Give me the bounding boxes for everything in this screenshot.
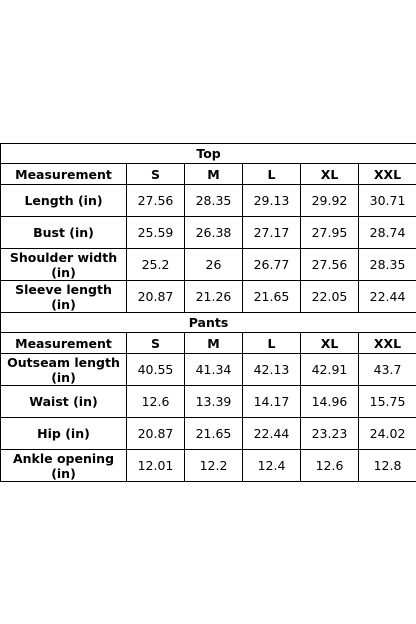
value-cell: 41.34 bbox=[184, 353, 243, 386]
value-cell: 42.13 bbox=[242, 353, 301, 386]
value-cell: 27.17 bbox=[242, 216, 301, 249]
value-cell: 23.23 bbox=[300, 417, 359, 450]
value-cell: 29.13 bbox=[242, 184, 301, 217]
value-cell: 29.92 bbox=[300, 184, 359, 217]
header-row: Measurement S M L XL XXL bbox=[0, 332, 416, 354]
value-cell: 40.55 bbox=[126, 353, 185, 386]
title-cell: Pants bbox=[0, 312, 416, 333]
head-cell: M bbox=[184, 163, 243, 185]
head-cell: Measurement bbox=[0, 163, 127, 185]
head-cell: M bbox=[184, 332, 243, 354]
label-cell: Shoulder width (in) bbox=[0, 248, 127, 281]
head-cell: XL bbox=[300, 163, 359, 185]
value-cell: 43.7 bbox=[357, 353, 416, 386]
value-cell: 28.35 bbox=[184, 184, 243, 217]
data-row: Length (in) 27.56 28.35 29.13 29.92 30.71 bbox=[0, 184, 416, 217]
value-cell: 21.26 bbox=[184, 280, 243, 313]
value-cell: 22.05 bbox=[300, 280, 359, 313]
value-cell: 26.77 bbox=[242, 248, 301, 281]
value-cell: 12.8 bbox=[357, 449, 416, 482]
head-cell: S bbox=[126, 163, 185, 185]
head-cell: L bbox=[242, 332, 301, 354]
data-row: Shoulder width (in) 25.2 26 26.77 27.56 28.35 bbox=[0, 248, 416, 281]
section-title-row: Top bbox=[0, 143, 416, 164]
value-cell: 28.74 bbox=[357, 216, 416, 249]
value-cell: 14.96 bbox=[300, 385, 359, 418]
value-cell: 20.87 bbox=[126, 417, 185, 450]
data-row: Outseam length (in) 40.55 41.34 42.13 42.91 4… bbox=[0, 353, 416, 386]
head-cell: XXL bbox=[357, 163, 416, 185]
data-row: Ankle opening (in) 12.01 12.2 12.4 12.6 12.8 bbox=[0, 449, 416, 482]
header-row: Measurement S M L XL XXL bbox=[0, 163, 416, 185]
value-cell: 12.6 bbox=[300, 449, 359, 482]
value-cell: 26.38 bbox=[184, 216, 243, 249]
value-cell: 12.01 bbox=[126, 449, 185, 482]
label-cell: Length (in) bbox=[0, 184, 127, 217]
label-cell: Hip (in) bbox=[0, 417, 127, 450]
label-cell: Sleeve length (in) bbox=[0, 280, 127, 313]
head-cell: XXL bbox=[357, 332, 416, 354]
title-cell: Top bbox=[0, 143, 416, 164]
value-cell: 28.35 bbox=[357, 248, 416, 281]
data-row: Sleeve length (in) 20.87 21.26 21.65 22.05 22… bbox=[0, 280, 416, 313]
value-cell: 15.75 bbox=[357, 385, 416, 418]
label-cell: Outseam length (in) bbox=[0, 353, 127, 386]
data-row: Bust (in) 25.59 26.38 27.17 27.95 28.74 bbox=[0, 216, 416, 249]
value-cell: 27.56 bbox=[300, 248, 359, 281]
value-cell: 20.87 bbox=[126, 280, 185, 313]
value-cell: 27.56 bbox=[126, 184, 185, 217]
head-cell: XL bbox=[300, 332, 359, 354]
head-cell: Measurement bbox=[0, 332, 127, 354]
head-cell: S bbox=[126, 332, 185, 354]
value-cell: 42.91 bbox=[300, 353, 359, 386]
size-chart: Top Measurement S M L XL XXL Length (in) 27.56 28… bbox=[0, 143, 416, 482]
head-cell: L bbox=[242, 163, 301, 185]
section-title-row: Pants bbox=[0, 312, 416, 333]
value-cell: 14.17 bbox=[242, 385, 301, 418]
label-cell: Ankle opening (in) bbox=[0, 449, 127, 482]
value-cell: 12.6 bbox=[126, 385, 185, 418]
value-cell: 21.65 bbox=[242, 280, 301, 313]
data-row: Waist (in) 12.6 13.39 14.17 14.96 15.75 bbox=[0, 385, 416, 418]
value-cell: 25.2 bbox=[126, 248, 185, 281]
table-body: Top Measurement S M L XL XXL Length (in) 27.56 28… bbox=[0, 143, 416, 482]
value-cell: 12.2 bbox=[184, 449, 243, 482]
value-cell: 30.71 bbox=[357, 184, 416, 217]
value-cell: 22.44 bbox=[357, 280, 416, 313]
value-cell: 21.65 bbox=[184, 417, 243, 450]
data-row: Hip (in) 20.87 21.65 22.44 23.23 24.02 bbox=[0, 417, 416, 450]
value-cell: 13.39 bbox=[184, 385, 243, 418]
label-cell: Waist (in) bbox=[0, 385, 127, 418]
value-cell: 26 bbox=[184, 248, 243, 281]
value-cell: 24.02 bbox=[357, 417, 416, 450]
value-cell: 25.59 bbox=[126, 216, 185, 249]
label-cell: Bust (in) bbox=[0, 216, 127, 249]
value-cell: 22.44 bbox=[242, 417, 301, 450]
value-cell: 12.4 bbox=[242, 449, 301, 482]
value-cell: 27.95 bbox=[300, 216, 359, 249]
